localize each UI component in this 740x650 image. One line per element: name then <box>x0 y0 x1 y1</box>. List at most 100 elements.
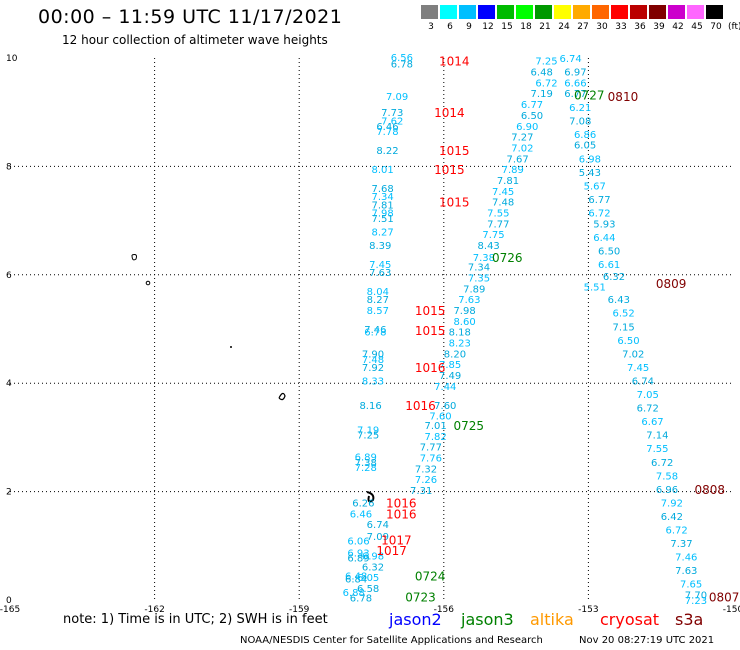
swh-value: 7.45 <box>492 187 514 198</box>
swh-value: 7.76 <box>420 453 442 464</box>
swh-value: 6.21 <box>569 103 591 114</box>
swh-value: 6.50 <box>521 111 543 122</box>
swh-value: 7.19 <box>357 425 379 436</box>
swh-value: 6.56 <box>391 53 413 64</box>
swh-value: 7.37 <box>670 539 692 550</box>
swh-value: 6.05 <box>357 573 379 584</box>
swh-value: 7.60 <box>429 412 451 423</box>
swh-value: 6.97 <box>564 68 586 79</box>
swh-value: 7.02 <box>511 143 533 154</box>
legend-label: 3 <box>428 22 434 32</box>
legend-label: 45 <box>691 22 703 32</box>
swh-value: 7.70 <box>685 591 707 602</box>
swh-value: 6.72 <box>588 208 610 219</box>
swh-value: 7.67 <box>506 154 528 165</box>
legend-label: 9 <box>466 22 472 32</box>
time-label: 0727 <box>574 88 605 102</box>
legend-label: 36 <box>634 22 646 32</box>
swh-value: 6.78 <box>391 59 413 70</box>
swh-value: 6.66 <box>564 78 586 89</box>
swh-value: 7.26 <box>415 475 437 486</box>
legend-swatch <box>459 5 476 19</box>
swh-value: 7.09 <box>367 532 389 543</box>
island-outline <box>145 280 151 286</box>
legend-swatch <box>440 5 457 19</box>
swh-value: 7.58 <box>656 471 678 482</box>
sat-label-jason3: jason3 <box>461 610 514 629</box>
legend-label: 21 <box>539 22 551 32</box>
swh-value: 6.78 <box>364 328 386 339</box>
page-title: 00:00 – 11:59 UTC 11/17/2021 <box>38 6 343 28</box>
y-tick-label: 2 <box>6 488 12 498</box>
time-label: 0724 <box>415 570 446 584</box>
swh-value: 6.32 <box>603 272 625 283</box>
swh-value: 6.93 <box>347 548 369 559</box>
swh-value: 7.28 <box>355 463 377 474</box>
swh-value: 6.46 <box>376 122 398 133</box>
legend-label: 18 <box>520 22 532 32</box>
swh-value: 6.74 <box>559 54 581 65</box>
swh-value: 5.93 <box>593 219 615 230</box>
swh-value: 6.90 <box>516 122 538 133</box>
swh-value: 8.60 <box>453 317 475 328</box>
swh-value: 6.43 <box>608 295 630 306</box>
legend-swatch <box>554 5 571 19</box>
swh-value: 6.61 <box>598 260 620 271</box>
time-label: 1016 <box>386 496 417 510</box>
legend-swatch <box>478 5 495 19</box>
y-tick-label: 10 <box>6 54 18 64</box>
swh-value: 6.46 <box>350 509 372 520</box>
swh-value: 6.50 <box>617 336 639 347</box>
time-label: 1016 <box>405 399 436 413</box>
footer-timestamp: Nov 20 08:27:19 UTC 2021 <box>579 635 715 646</box>
swh-value: 6.67 <box>641 417 663 428</box>
swh-value: 7.89 <box>502 165 524 176</box>
swh-value: 7.02 <box>622 349 644 360</box>
time-label: 0723 <box>405 591 436 605</box>
swh-value: 6.72 <box>666 526 688 537</box>
swh-value: 7.23 <box>685 596 707 607</box>
swh-value: 5.51 <box>584 283 606 294</box>
time-label: 1015 <box>439 196 470 210</box>
swh-value: 7.65 <box>680 580 702 591</box>
x-tick-label: -156 <box>434 605 455 615</box>
time-label: 0810 <box>608 90 639 104</box>
swh-value: 7.48 <box>362 355 384 366</box>
legend-label: 24 <box>558 22 570 32</box>
swh-value: 7.48 <box>492 198 514 209</box>
swh-value: 6.77 <box>588 195 610 206</box>
swh-value: 6.77 <box>521 100 543 111</box>
footer-credit: NOAA/NESDIS Center for Satellite Applica… <box>240 635 543 646</box>
swh-value: 8.16 <box>359 401 381 412</box>
swh-value: 8.43 <box>478 241 500 252</box>
legend-swatch <box>706 5 723 19</box>
x-tick-label: -150 <box>723 605 740 615</box>
island-outline <box>131 254 137 261</box>
page-subtitle: 12 hour collection of altimeter wave hei… <box>62 33 328 47</box>
time-label: 0726 <box>492 251 523 265</box>
swh-value: 6.26 <box>352 498 374 509</box>
swh-value: 8.23 <box>449 339 471 350</box>
legend-label: 30 <box>596 22 608 32</box>
swh-value: 7.45 <box>627 363 649 374</box>
swh-value: 6.88 <box>343 588 365 599</box>
swh-value: 6.48 <box>345 572 367 583</box>
island-outline <box>278 392 286 401</box>
swh-value: 7.60 <box>434 401 456 412</box>
swh-value: 7.15 <box>613 322 635 333</box>
swh-value: 7.31 <box>410 486 432 497</box>
swh-value: 7.35 <box>468 274 490 285</box>
swh-value: 6.72 <box>535 78 557 89</box>
y-tick-label: 0 <box>6 596 12 606</box>
legend-label: 27 <box>577 22 589 32</box>
swh-value: 6.32 <box>362 562 384 573</box>
swh-value: 6.98 <box>362 552 384 563</box>
x-tick-label: -162 <box>144 605 164 615</box>
swh-value: 6.96 <box>656 485 678 496</box>
swh-value: 7.01 <box>425 421 447 432</box>
time-label: 1017 <box>381 533 412 547</box>
swh-value: 7.92 <box>661 498 683 509</box>
swh-value: 6.72 <box>637 404 659 415</box>
swh-value: 7.92 <box>362 363 384 374</box>
swh-value: 7.51 <box>372 214 394 225</box>
